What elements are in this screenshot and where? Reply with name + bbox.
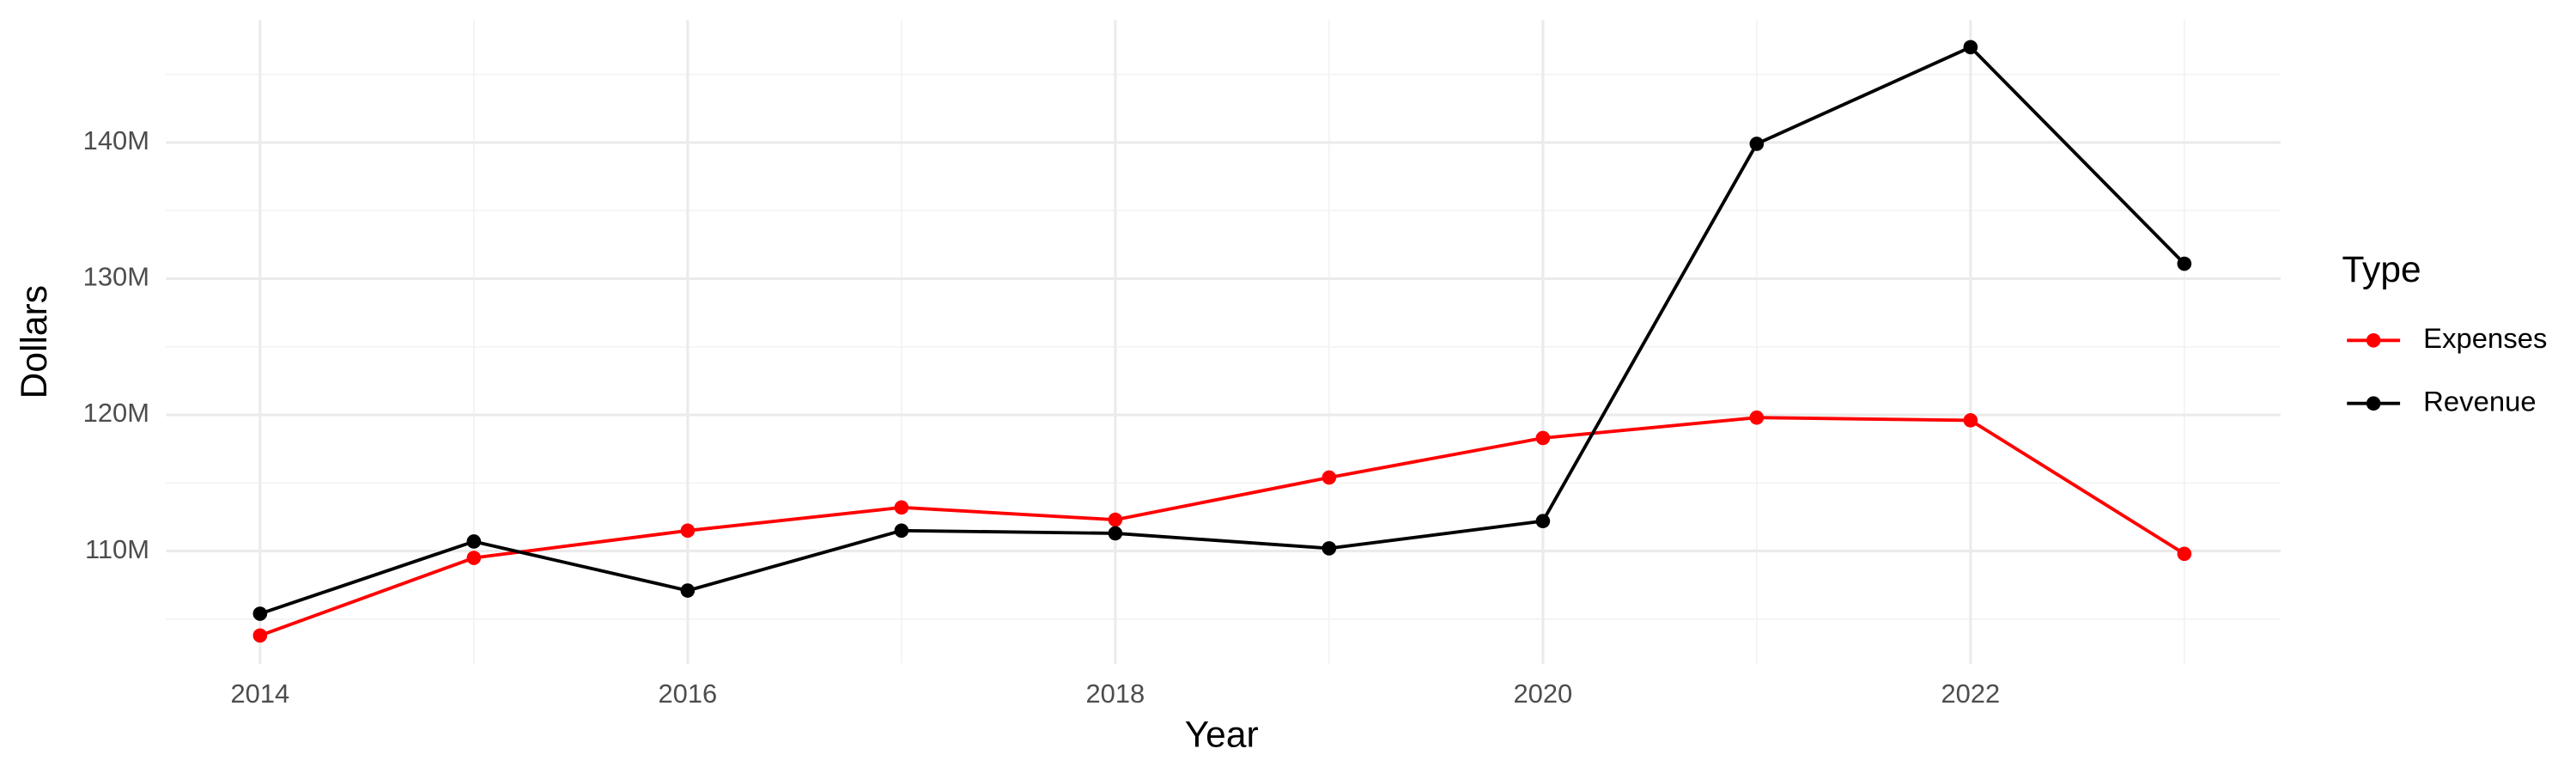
y-tick-label: 120M [83,398,149,428]
legend-title: Type [2342,250,2421,290]
data-point [1749,137,1765,151]
x-tick-label: 2018 [1085,679,1145,709]
x-tick-label: 2016 [658,679,717,709]
data-point [2177,256,2192,271]
legend-label: Expenses [2423,322,2547,354]
data-point [1321,470,1337,485]
data-point [1963,413,1978,428]
x-axis-title: Year [1185,715,1259,755]
x-tick-label: 2022 [1941,679,2000,709]
data-point [2177,546,2192,562]
data-point [1108,512,1123,527]
y-axis-title: Dollars [15,285,55,399]
data-point [680,583,696,598]
y-tick-label: 110M [85,534,149,564]
x-tick-label: 2014 [230,679,289,709]
x-tick-label: 2020 [1513,679,1572,709]
data-point [252,628,268,643]
data-point [466,534,482,549]
data-point [466,551,482,565]
series-line [259,416,2185,637]
data-point [252,606,268,621]
legend-swatch-point [2366,332,2381,348]
data-point [1749,410,1765,425]
data-point [1963,40,1978,55]
data-point [680,523,696,539]
legend-swatch-point [2366,396,2381,411]
data-point [894,523,909,539]
y-tick-label: 130M [83,262,149,292]
data-point [1108,526,1123,541]
y-tick-label: 140M [83,125,149,155]
data-point [1535,430,1551,446]
data-point [894,500,909,515]
series-line [259,45,2186,616]
data-point [1535,514,1551,529]
data-point [1321,541,1337,556]
legend-label: Revenue [2423,385,2537,417]
